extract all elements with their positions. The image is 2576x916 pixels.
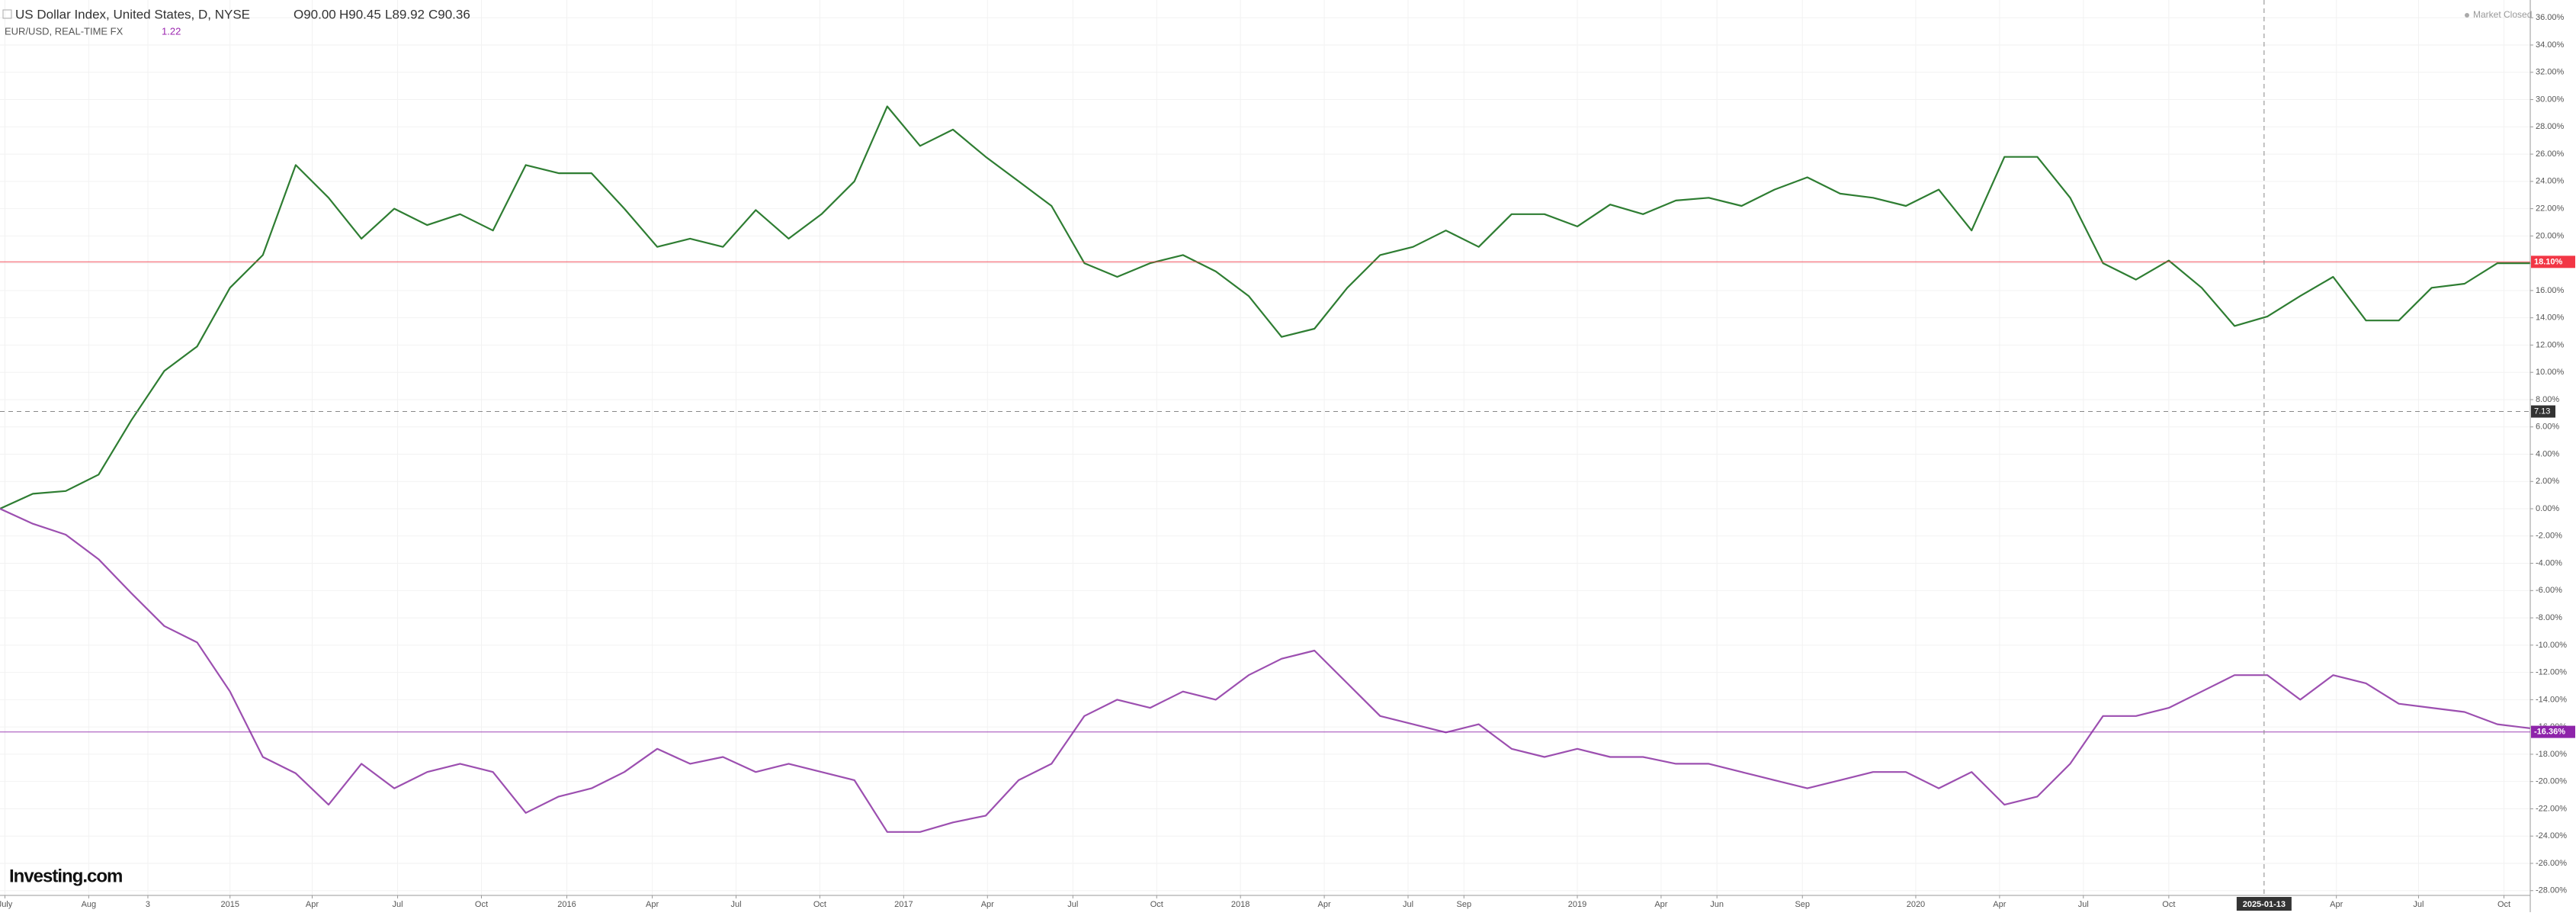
x-tick-label: Sep — [1795, 900, 1810, 909]
y-tick-label: 30.00% — [2536, 95, 2565, 104]
collapse-icon[interactable] — [2, 9, 12, 19]
compare-symbol: EUR/USD, REAL-TIME FX — [5, 25, 124, 37]
series-line — [0, 105, 2530, 510]
crosshair-x-label: 2025-01-13 — [2243, 900, 2286, 909]
price-label-bg — [2531, 725, 2575, 738]
crosshair-y-bg — [2531, 405, 2555, 418]
y-tick-label: -8.00% — [2536, 613, 2562, 622]
y-tick-label: 36.00% — [2536, 13, 2565, 22]
y-tick-label: -24.00% — [2536, 831, 2567, 840]
y-tick-label: 14.00% — [2536, 313, 2565, 323]
y-tick-label: -26.00% — [2536, 859, 2567, 868]
x-tick-label: Aug — [82, 900, 97, 909]
y-tick-label: -10.00% — [2536, 641, 2567, 650]
plot — [0, 105, 2531, 833]
x-tick-label: 2018 — [1231, 900, 1250, 909]
crosshair-y-label: 7.13 — [2534, 407, 2550, 416]
x-tick-label: 2019 — [1568, 900, 1586, 909]
y-tick-label: -20.00% — [2536, 777, 2567, 786]
y-tick-label: 24.00% — [2536, 177, 2565, 186]
y-tick-label: 20.00% — [2536, 231, 2565, 240]
x-tick-label: Apr — [1993, 900, 2006, 909]
x-tick-label: Jul — [2413, 900, 2424, 909]
ohlc-close: C90.36 — [428, 7, 470, 21]
y-tick-label: 10.00% — [2536, 368, 2565, 377]
y-tick-label: 16.00% — [2536, 286, 2565, 295]
x-tick-label: July — [0, 900, 13, 909]
x-tick-label: Jul — [2078, 900, 2089, 909]
y-tick-label: 32.00% — [2536, 68, 2565, 77]
x-tick-label: 2017 — [894, 900, 913, 909]
y-tick-label: 0.00% — [2536, 504, 2559, 513]
ohlc-high: H90.45 — [339, 7, 381, 21]
price-label: 18.10% — [2534, 257, 2563, 266]
crosshair-x-bg — [2236, 897, 2292, 911]
x-tick-label: Sep — [1456, 900, 1471, 909]
y-tick-label: 22.00% — [2536, 204, 2565, 214]
status-dot — [2465, 13, 2469, 18]
x-tick-label: Jul — [1067, 900, 1078, 909]
series-line — [0, 507, 2531, 833]
y-tick-label: 4.00% — [2536, 449, 2559, 458]
x-tick-label: 2016 — [557, 900, 576, 909]
x-tick-label: 2020 — [1907, 900, 1925, 909]
y-tick-label: -18.00% — [2536, 750, 2567, 759]
ohlc-low: L89.92 — [385, 7, 425, 21]
y-tick-label: -12.00% — [2536, 668, 2567, 677]
y-tick-label: -22.00% — [2536, 804, 2567, 813]
y-tick-label: 2.00% — [2536, 477, 2559, 486]
x-tick-label: Oct — [2497, 900, 2510, 909]
x-tick-label: 2015 — [220, 900, 239, 909]
x-tick-label: Apr — [981, 900, 994, 909]
x-tick-label: Jul — [1403, 900, 1413, 909]
x-tick-label: Apr — [1318, 900, 1331, 909]
logo: Investing.com — [9, 866, 122, 886]
y-tick-label: 26.00% — [2536, 149, 2565, 159]
y-tick-label: 8.00% — [2536, 395, 2559, 404]
x-tick-label: Jul — [393, 900, 403, 909]
x-tick-label: Oct — [813, 900, 826, 909]
y-tick-label: -28.00% — [2536, 886, 2567, 895]
x-tick-label: Oct — [475, 900, 488, 909]
y-tick-label: -6.00% — [2536, 586, 2562, 595]
ohlc-open: O90.00 — [294, 7, 336, 21]
market-status: Market Closed — [2473, 9, 2532, 20]
x-tick-label: Jul — [730, 900, 741, 909]
x-tick-label: Oct — [2162, 900, 2175, 909]
x-tick-label: Jun — [1710, 900, 1724, 909]
x-tick-label: Apr — [2330, 900, 2343, 909]
price-label: -16.36% — [2534, 727, 2565, 736]
x-tick-label: Oct — [1150, 900, 1163, 909]
y-tick-label: 28.00% — [2536, 122, 2565, 131]
y-tick-label: -2.00% — [2536, 532, 2562, 541]
price-label-bg — [2531, 256, 2575, 268]
compare-value: 1.22 — [162, 25, 181, 37]
y-tick-label: 34.00% — [2536, 40, 2565, 50]
x-tick-label: 3 — [146, 900, 150, 909]
x-tick-label: Apr — [306, 900, 319, 909]
x-tick-label: Apr — [646, 900, 659, 909]
x-tick-label: Apr — [1654, 900, 1667, 909]
grid — [0, 0, 2530, 895]
y-tick-label: -4.00% — [2536, 558, 2562, 567]
chart-title: US Dollar Index, United States, D, NYSE — [15, 7, 250, 21]
y-tick-label: -14.00% — [2536, 695, 2567, 704]
y-tick-label: 6.00% — [2536, 423, 2559, 432]
y-tick-label: 12.00% — [2536, 340, 2565, 349]
